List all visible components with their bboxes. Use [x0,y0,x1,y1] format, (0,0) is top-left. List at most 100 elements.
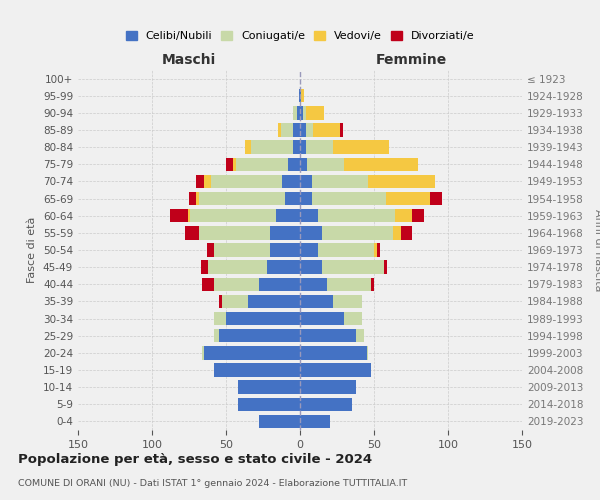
Bar [306,140,332,154]
Bar [386,192,430,205]
Bar [367,346,368,360]
Bar [300,192,312,205]
Bar [306,124,313,136]
Bar [300,124,306,136]
Bar [271,244,300,256]
Bar [204,174,211,188]
Bar [285,192,300,205]
Bar [401,226,412,239]
Text: COMUNE DI ORANI (NU) - Dati ISTAT 1° gennaio 2024 - Elaborazione TUTTITALIA.IT: COMUNE DI ORANI (NU) - Dati ISTAT 1° gen… [18,479,407,488]
Bar [312,174,368,188]
Bar [218,294,221,308]
Bar [300,174,312,188]
Bar [300,278,326,291]
Bar [300,398,352,411]
Bar [214,329,218,342]
Y-axis label: Anni di nascita: Anni di nascita [593,209,600,291]
Bar [218,329,300,342]
Bar [293,106,297,120]
Bar [332,140,389,154]
Bar [214,312,226,326]
Text: Maschi: Maschi [162,52,216,66]
Bar [207,244,214,256]
Bar [300,380,356,394]
Bar [318,244,374,256]
Bar [368,174,434,188]
Bar [300,312,344,326]
Bar [300,209,318,222]
Bar [300,158,307,171]
Text: Femmine: Femmine [376,52,446,66]
Bar [226,158,233,171]
Bar [340,124,343,136]
Bar [322,260,385,274]
Bar [259,414,300,428]
Bar [300,89,301,102]
Bar [300,414,329,428]
Bar [297,106,300,120]
Bar [385,260,388,274]
Bar [226,312,300,326]
Bar [288,158,300,171]
Bar [236,158,288,171]
Legend: Celibi/Nubili, Coniugati/e, Vedovi/e, Divorziati/e: Celibi/Nubili, Coniugati/e, Vedovi/e, Di… [124,29,476,43]
Bar [202,346,204,360]
Bar [259,278,300,291]
Y-axis label: Fasce di età: Fasce di età [28,217,37,283]
Bar [332,294,362,308]
Bar [300,226,322,239]
Bar [170,209,188,222]
Bar [300,140,306,154]
Bar [293,140,300,154]
Bar [312,192,386,205]
Bar [214,244,271,256]
Bar [245,140,251,154]
Bar [188,209,190,222]
Bar [185,226,199,239]
Bar [268,260,300,274]
Bar [278,124,281,136]
Bar [201,260,208,274]
Bar [211,174,282,188]
Bar [300,244,318,256]
Bar [282,174,300,188]
Bar [293,124,300,136]
Bar [393,226,401,239]
Bar [238,398,300,411]
Bar [300,260,322,274]
Bar [221,294,248,308]
Bar [251,140,293,154]
Bar [299,89,300,102]
Bar [202,278,214,291]
Bar [233,158,236,171]
Bar [377,244,380,256]
Bar [326,278,371,291]
Text: Popolazione per età, sesso e stato civile - 2024: Popolazione per età, sesso e stato civil… [18,452,372,466]
Bar [412,209,424,222]
Bar [277,209,300,222]
Bar [430,192,442,205]
Bar [196,174,204,188]
Bar [303,106,306,120]
Bar [306,106,323,120]
Bar [300,346,367,360]
Bar [300,364,371,376]
Bar [374,244,377,256]
Bar [344,312,362,326]
Bar [208,260,268,274]
Bar [196,192,199,205]
Bar [344,158,418,171]
Bar [199,192,285,205]
Bar [300,294,332,308]
Bar [189,192,196,205]
Bar [214,364,300,376]
Bar [371,278,374,291]
Bar [356,329,364,342]
Bar [281,124,293,136]
Bar [307,158,344,171]
Bar [395,209,412,222]
Bar [322,226,393,239]
Bar [248,294,300,308]
Bar [199,226,271,239]
Bar [204,346,300,360]
